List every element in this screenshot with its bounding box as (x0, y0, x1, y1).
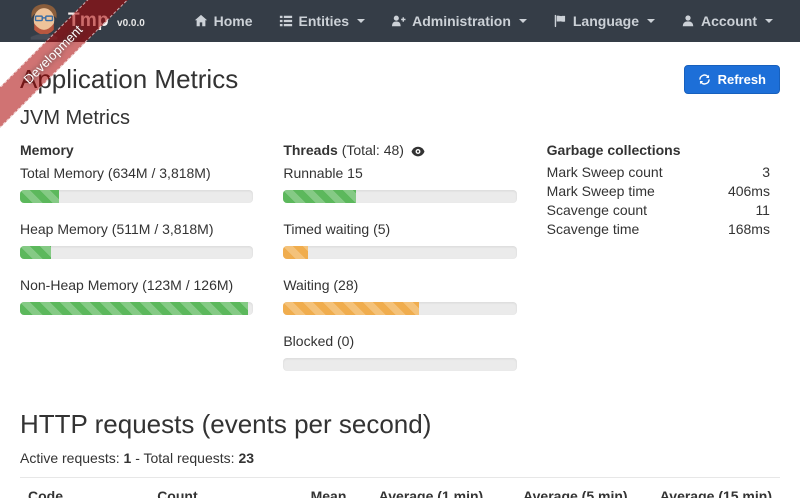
gc-label: Mark Sweep time (546, 183, 655, 199)
threads-heading: Threads (Total: 48) (283, 140, 516, 160)
table-header-row: Code Count Mean Average (1 min) Average … (20, 477, 780, 498)
gc-label: Mark Sweep count (546, 164, 663, 180)
nonheap-memory-progress (20, 302, 254, 315)
timed-waiting-label: Timed waiting (5) (283, 221, 391, 237)
nav-label-entities: Entities (298, 13, 350, 29)
memory-column: Memory Total Memory (634M / 3,818M) Heap… (20, 140, 254, 387)
progress-bar (283, 246, 308, 259)
caret-down-icon (765, 19, 773, 23)
header-average-5min: Average (5 min) (491, 477, 636, 498)
jvm-metrics-title: JVM Metrics (20, 107, 130, 129)
garbage-heading: Garbage collections (546, 142, 681, 158)
nav-label-administration: Administration (412, 13, 511, 29)
caret-down-icon (518, 19, 527, 23)
top-navbar: Tmp v0.0.0 Home Entities (0, 0, 800, 42)
gc-value: 406ms (727, 183, 770, 199)
refresh-icon (698, 73, 711, 86)
header-mean: Mean (263, 477, 355, 498)
user-icon (681, 14, 695, 28)
active-requests-value: 1 (123, 450, 132, 466)
blocked-label: Blocked (0) (283, 333, 355, 349)
progress-bar (20, 190, 59, 203)
refresh-button-label: Refresh (717, 72, 766, 87)
gc-value: 168ms (727, 221, 770, 237)
caret-down-icon (647, 19, 655, 23)
refresh-button[interactable]: Refresh (683, 65, 780, 94)
threads-heading-bold: Threads (283, 142, 338, 158)
caret-down-icon (357, 19, 366, 23)
nonheap-memory-label: Non-Heap Memory (123M / 126M) (20, 277, 234, 293)
page-title: Application Metrics (20, 64, 239, 94)
header-code: Code (20, 477, 150, 498)
nav-item-language[interactable]: Language (540, 0, 668, 42)
navbar-menu: Home Entities Administration (181, 0, 786, 42)
user-plus-icon (391, 14, 406, 28)
runnable-label: Runnable 15 (283, 165, 363, 181)
gc-value: 11 (755, 202, 770, 218)
gc-row-mark-sweep-count: Mark Sweep count 3 (547, 163, 780, 182)
heap-memory-label: Heap Memory (511M / 3,818M) (20, 221, 214, 237)
memory-heading: Memory (20, 142, 74, 158)
nav-item-administration[interactable]: Administration (378, 0, 540, 42)
total-memory-progress (20, 190, 254, 203)
nav-label-language: Language (572, 13, 639, 29)
heap-memory-progress (20, 246, 254, 259)
waiting-progress (283, 302, 517, 315)
list-icon (279, 14, 293, 28)
hipster-avatar-icon (28, 2, 60, 40)
total-memory-label: Total Memory (634M / 3,818M) (20, 165, 211, 181)
timed-waiting-progress (283, 246, 517, 259)
waiting-label: Waiting (28) (283, 277, 359, 293)
nav-item-account[interactable]: Account (668, 0, 786, 42)
threads-column: Threads (Total: 48) Runnable 15 Timed wa… (283, 140, 517, 387)
nav-item-home[interactable]: Home (181, 0, 266, 42)
blocked-progress (283, 358, 517, 371)
http-requests-table: Code Count Mean Average (1 min) Average … (20, 477, 780, 498)
header-count: Count (149, 477, 264, 498)
progress-bar (283, 190, 357, 203)
progress-bar (20, 246, 52, 259)
total-requests-label: - Total requests: (135, 450, 235, 466)
gc-label: Scavenge time (546, 221, 640, 237)
header-average-1min: Average (1 min) (354, 477, 492, 498)
gc-row-mark-sweep-time: Mark Sweep time 406ms (547, 182, 780, 201)
gc-value: 3 (762, 164, 770, 180)
gc-row-scavenge-count: Scavenge count 11 (547, 201, 780, 220)
eye-icon[interactable] (411, 144, 425, 160)
nav-item-entities[interactable]: Entities (266, 0, 379, 42)
brand-link[interactable]: Tmp v0.0.0 (28, 2, 145, 40)
brand-name: Tmp (68, 10, 110, 31)
main-content: Application Metrics Refresh JVM Metrics … (0, 42, 800, 498)
progress-bar (283, 302, 420, 315)
http-requests-title: HTTP requests (events per second) (20, 409, 432, 439)
active-requests-label: Active requests: (20, 450, 120, 466)
garbage-column: Garbage collections Mark Sweep count 3 M… (547, 140, 780, 387)
http-requests-summary: Active requests: 1 - Total requests: 23 (20, 449, 780, 467)
nav-label-account: Account (701, 13, 757, 29)
flag-icon (553, 14, 567, 28)
nav-label-home: Home (213, 13, 253, 29)
brand-version: v0.0.0 (117, 17, 145, 29)
runnable-progress (283, 190, 517, 203)
progress-bar (20, 302, 248, 315)
total-requests-value: 23 (238, 450, 255, 466)
home-icon (194, 14, 208, 28)
threads-heading-suffix: (Total: 48) (341, 142, 404, 158)
gc-row-scavenge-time: Scavenge time 168ms (547, 220, 780, 239)
gc-label: Scavenge count (546, 202, 648, 218)
header-average-15min: Average (15 min) (635, 477, 780, 498)
